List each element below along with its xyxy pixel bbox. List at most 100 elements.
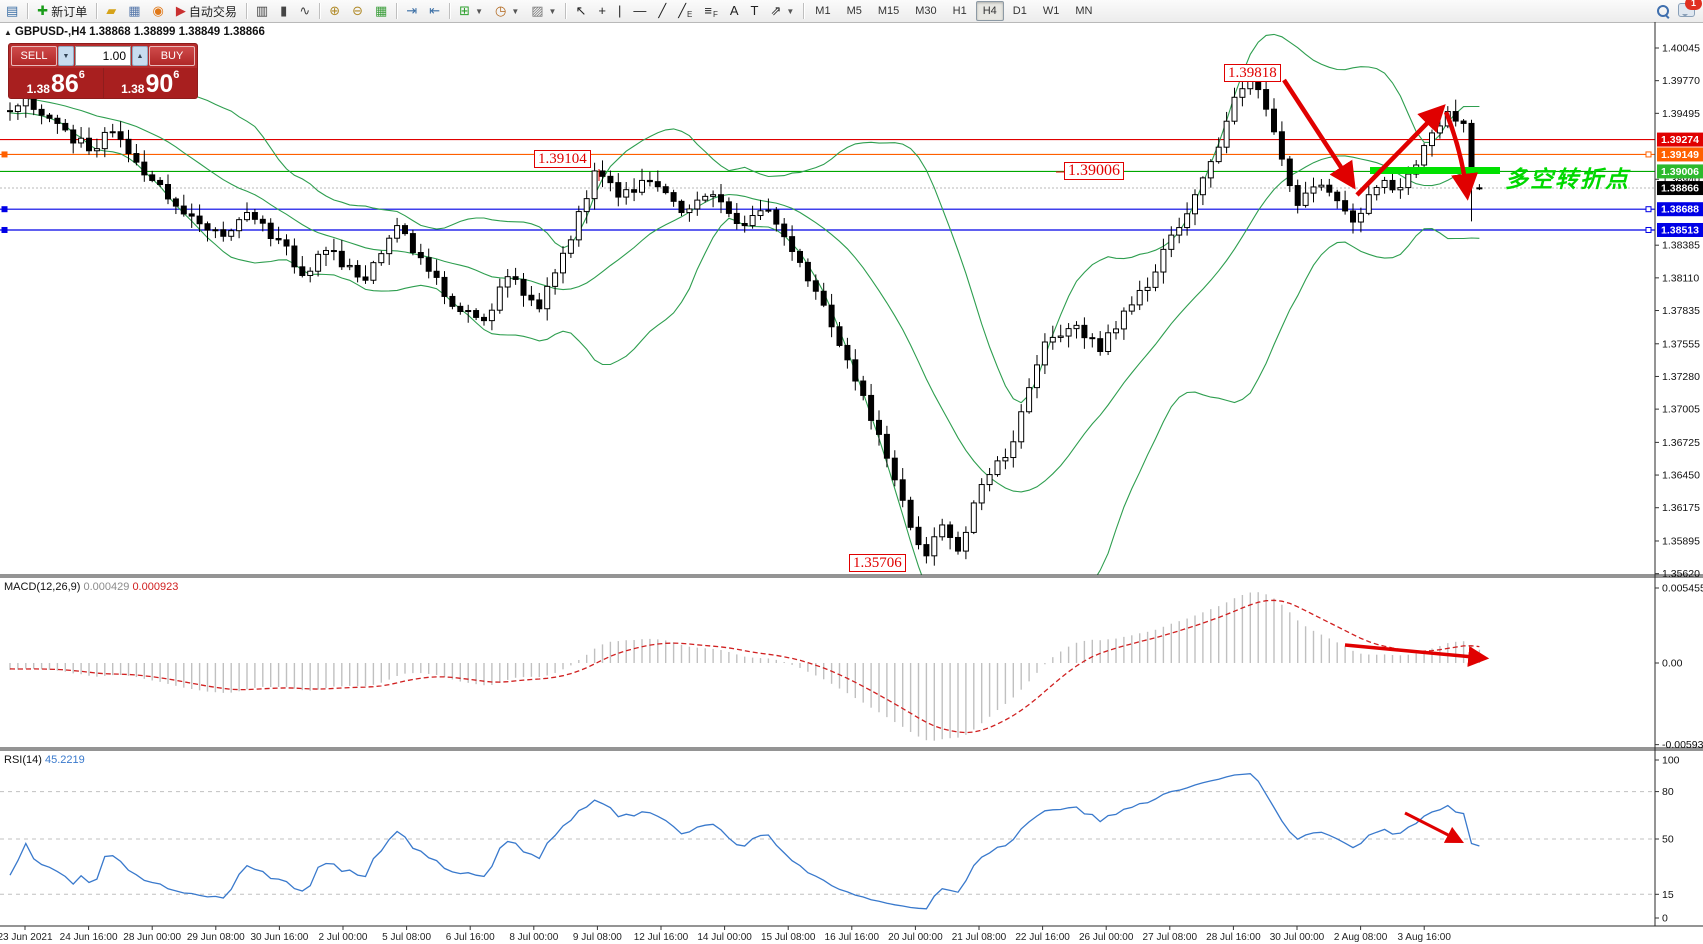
timeframe-m30-button[interactable]: M30 [915,5,937,17]
timeframe-m15-button[interactable]: M15 [877,5,900,17]
annotation-price-1-39104[interactable]: 1.39104 [534,150,591,168]
candle-body [670,192,677,202]
timeframe-m1-button[interactable]: M1 [815,5,831,17]
candle-body [1073,324,1080,330]
buy-button[interactable]: BUY [149,46,195,66]
volume-input[interactable]: 1.00 [75,46,131,66]
vertical-line-button[interactable]: | [612,0,627,22]
tile-windows-button[interactable]: ▦ [369,0,393,22]
candle-body [678,200,685,214]
timeframe-w1-button[interactable]: W1 [1042,5,1060,17]
trendline-button[interactable]: ╱ [652,0,672,22]
time-tick-label: 9 Jul 08:00 [573,932,622,943]
candle-body [165,184,171,200]
auto-scroll-button[interactable]: ⇥ [400,0,423,22]
candle-body [236,219,243,232]
timeframe-d1-button[interactable]: D1 [1012,5,1027,17]
buy-price[interactable]: 1.38 90 6 [103,68,197,98]
periods-button[interactable]: ◷ ▼ [489,0,525,22]
timeframe-h1-button[interactable]: H1 [952,5,967,17]
price-badge [1657,147,1703,162]
zoom-out-button[interactable]: ⊖ [346,0,369,22]
cursor-button[interactable]: ↖ [569,0,592,22]
collapse-panel-icon[interactable]: ▲ [4,28,12,37]
chart-symbol-title: GBPUSD-,H4 [14,26,86,38]
signals-button[interactable]: ◉ [147,0,170,22]
rsi-axis-layer: 100 80 50 15 0 [1655,755,1680,925]
toolbar-group: ▰ ▦ ◉ ▶ 自动交易 [100,0,243,22]
templates-caret[interactable]: ▼ [548,6,557,16]
zoom-in-button[interactable]: ⊕ [323,0,346,22]
timeframe-h4-button[interactable]: H4 [975,1,1004,21]
candle-body [868,394,875,421]
periods-caret[interactable]: ▼ [511,6,520,16]
line-handle[interactable] [1,226,8,233]
candle-body [196,215,203,225]
sell-button[interactable]: SELL [11,46,57,66]
candle-body [1373,186,1380,196]
line-handle[interactable] [1,206,8,213]
macd-trend-arrow[interactable] [1344,643,1490,667]
annotation-price-1-35706[interactable]: 1.35706 [849,554,906,572]
price-tick-label: 1.39495 [1662,108,1700,120]
line-handle[interactable] [1645,151,1652,158]
line-handle[interactable] [1,151,8,158]
green-support-bar[interactable] [1370,167,1500,174]
arrows-tool-caret[interactable]: ▼ [786,6,795,16]
annotation-price-1-39818[interactable]: 1.39818 [1224,64,1281,82]
time-axis-layer[interactable]: 23 Jun 2021 24 Jun 16:00 28 Jun 00:00 29 Ju… [0,926,1451,943]
toolbar-group: ✚ 新订单 [31,0,93,22]
fibonacci-button[interactable]: ≡ F [698,0,723,22]
candle-body [1018,411,1025,443]
rsi-layer [0,773,1655,910]
volume-decrease-button[interactable]: ▼ [58,46,74,66]
rsi-trend-arrow[interactable] [1404,811,1465,844]
candle-body [978,484,985,504]
autotrading-button[interactable]: ▶ 自动交易 [170,0,243,22]
chart-shift-button[interactable]: ⇤ [423,0,446,22]
candlestick-mode-button[interactable]: ▮ [274,0,293,22]
candles-layer [7,69,1483,566]
crosshair-icon: + [598,3,606,18]
text-icon: A [729,3,739,18]
annotation-turning-point-text[interactable]: 多空转折点 [1505,166,1630,192]
timeframe-mn-button[interactable]: MN [1075,5,1093,17]
candle-body [820,290,827,306]
gold-chart-button[interactable]: ▰ [100,0,122,22]
line-handle[interactable] [1645,226,1652,233]
metaeditor-button[interactable]: ▦ [122,0,146,22]
arrows-tool-button[interactable]: ⇗ ▼ [764,0,800,22]
crosshair-button[interactable]: + [592,0,612,22]
new-order-button[interactable]: ✚ 新订单 [31,0,93,22]
text-button[interactable]: A [724,0,745,22]
time-tick-label: 14 Jul 00:00 [697,932,752,943]
candle-body [560,252,566,274]
annotations-layer [598,78,1500,201]
notifications-button[interactable]: 1 [1678,0,1702,20]
candle-body [631,189,638,193]
trend-arrow[interactable] [1282,78,1356,190]
market-watch-button[interactable]: ▤ [0,0,24,22]
toolbar-group: ⊞ ▼ ◷ ▼ ▨ ▼ [453,0,562,22]
search-icon[interactable] [1656,4,1670,18]
sell-price[interactable]: 1.38 86 6 [9,68,104,98]
templates-button[interactable]: ▨ ▼ [525,0,562,22]
horizontal-line-button[interactable]: — [627,0,652,22]
equidistant-channel-button[interactable]: ╱ E [672,0,698,22]
timeframe-m5-button[interactable]: M5 [846,5,862,17]
indicators-caret[interactable]: ▼ [475,6,483,16]
macd-tick-label: 0.00 [1662,658,1683,670]
annotation-price-1-39006[interactable]: 1.39006 [1064,162,1124,180]
time-tick-label: 26 Jul 00:00 [1079,932,1134,943]
bar-chart-mode-button[interactable]: ▥ [250,0,274,22]
trend-arrow[interactable] [1355,104,1446,197]
macd-signal-value: 0.000923 [132,581,179,593]
trend-arrow[interactable] [1443,111,1479,201]
indicators-button[interactable]: ⊞ ▼ [453,0,489,22]
line-chart-mode-button[interactable]: ∿ [293,0,316,22]
candle-body [1207,161,1214,179]
text-label-button[interactable]: T [745,0,765,22]
line-handle[interactable] [1645,206,1652,213]
volume-increase-button[interactable]: ▲ [132,46,148,66]
